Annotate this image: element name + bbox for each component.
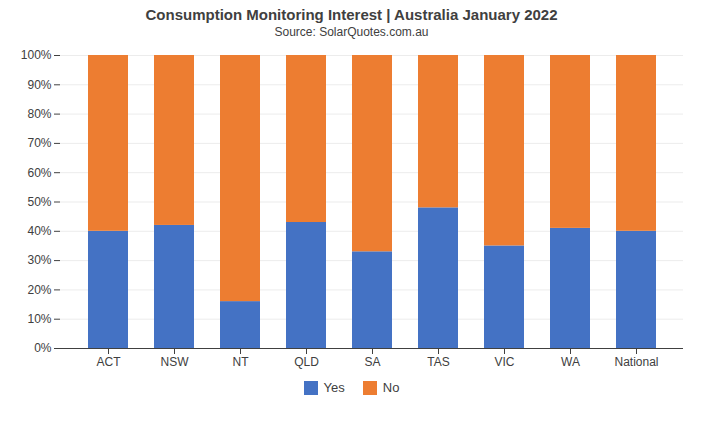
svg-text:ACT: ACT bbox=[97, 355, 122, 369]
svg-text:VIC: VIC bbox=[494, 355, 514, 369]
svg-text:National: National bbox=[614, 355, 658, 369]
svg-text:60%: 60% bbox=[27, 166, 51, 180]
svg-text:20%: 20% bbox=[27, 283, 51, 297]
svg-text:NSW: NSW bbox=[161, 355, 190, 369]
html-text:Source: SolarQuotes.com.au: Source: SolarQuotes.com.au bbox=[274, 25, 429, 39]
svg-text:10%: 10% bbox=[27, 312, 51, 326]
svg-text:80%: 80% bbox=[27, 107, 51, 121]
svg-text:SA: SA bbox=[364, 355, 380, 369]
svg-text:TAS: TAS bbox=[427, 355, 449, 369]
svg-text:90%: 90% bbox=[27, 78, 51, 92]
svg-text:70%: 70% bbox=[27, 136, 51, 150]
html-text:No: No bbox=[382, 380, 400, 395]
svg-text:NT: NT bbox=[233, 355, 250, 369]
svg-text:40%: 40% bbox=[27, 224, 51, 238]
svg-text:30%: 30% bbox=[27, 253, 51, 267]
svg-text:QLD: QLD bbox=[294, 355, 319, 369]
html-text:Consumption Monitoring Interes: Consumption Monitoring Interest | Austra… bbox=[145, 6, 558, 23]
svg-text:50%: 50% bbox=[27, 195, 51, 209]
svg-text:100%: 100% bbox=[21, 48, 52, 62]
svg-text:0%: 0% bbox=[34, 341, 52, 355]
svg-text:WA: WA bbox=[561, 355, 580, 369]
html-text:Yes: Yes bbox=[323, 380, 345, 395]
